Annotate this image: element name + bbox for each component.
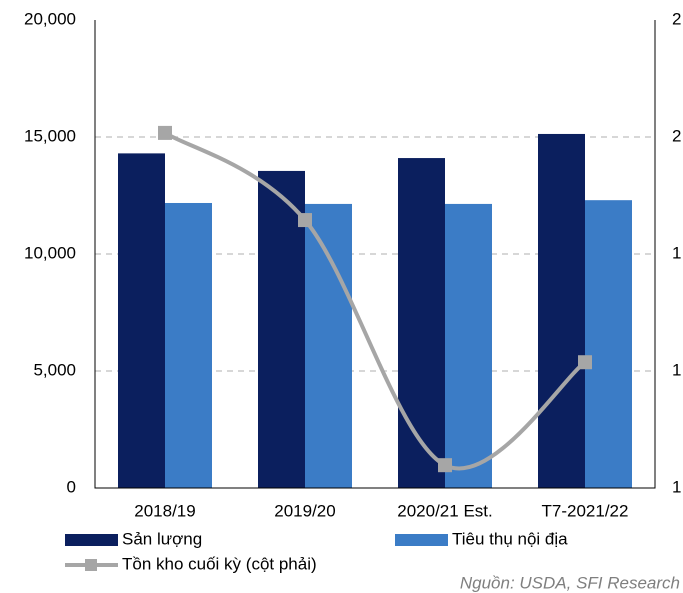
x-tick-label: T7-2021/22	[542, 501, 629, 520]
line-marker	[438, 458, 452, 473]
y2-tick-label: 1	[672, 360, 681, 379]
bar	[165, 202, 212, 488]
bar	[398, 158, 445, 488]
y-tick-label: 20,000	[24, 9, 76, 28]
x-tick-label: 2020/21 Est.	[397, 501, 492, 520]
bar	[538, 133, 585, 488]
legend-label: Sản lượng	[122, 529, 202, 548]
line-marker	[158, 125, 172, 140]
y2-tick-label: 1	[672, 477, 681, 496]
y-tick-label: 0	[67, 477, 76, 496]
x-tick-label: 2019/20	[274, 501, 335, 520]
line-marker	[578, 355, 592, 370]
legend-marker	[85, 559, 97, 571]
x-tick-label: 2018/19	[134, 501, 195, 520]
bar	[585, 200, 632, 488]
source: Nguồn: USDA, SFI Research	[460, 573, 680, 592]
legend-swatch	[395, 534, 448, 546]
line	[163, 131, 587, 471]
bar	[305, 203, 352, 488]
y2-tick-label: 1	[672, 243, 681, 262]
legend-label: Tồn kho cuối kỳ (cột phải)	[122, 554, 317, 573]
y2-tick-label: 2	[672, 126, 681, 145]
y-tick-label: 10,000	[24, 243, 76, 262]
bar	[258, 170, 305, 488]
legend-label: Tiêu thụ nội địa	[452, 529, 568, 548]
bar	[118, 153, 165, 488]
line-marker	[298, 213, 312, 228]
bar	[445, 203, 492, 488]
axis-frame	[94, 20, 656, 489]
y2-tick-label: 2	[672, 9, 681, 28]
y-tick-label: 5,000	[33, 360, 76, 379]
y-tick-label: 15,000	[24, 126, 76, 145]
legend-swatch	[65, 534, 118, 546]
